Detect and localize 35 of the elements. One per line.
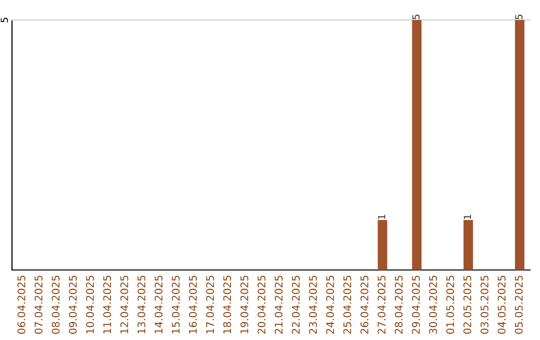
x-tick-label: 04.05.2025 (498, 276, 506, 334)
data-label: 1 (378, 214, 386, 219)
x-tick-label: 02.05.2025 (463, 276, 472, 334)
x-tick-label: 06.04.2025 (17, 276, 26, 334)
x-tick-label: 13.04.2025 (138, 276, 146, 334)
x-tick-label: 15.04.2025 (172, 276, 180, 334)
x-tick-label: 17.04.2025 (206, 276, 214, 334)
x-tick-label: 10.04.2025 (86, 276, 94, 334)
x-tick-label: 27.04.2025 (378, 276, 386, 334)
x-tick-label: 25.04.2025 (343, 276, 352, 334)
data-label: 5 (412, 14, 420, 20)
x-tick-label: 23.04.2025 (309, 276, 317, 334)
x-tick-label: 26.04.2025 (360, 276, 368, 334)
x-tick-label: 20.04.2025 (258, 276, 266, 334)
x-tick-label: 19.04.2025 (240, 276, 248, 334)
x-tick-label: 01.05.2025 (446, 276, 454, 334)
data-label: 5 (515, 14, 523, 20)
x-tick-label: 22.04.2025 (292, 276, 300, 334)
x-tick-label: 30.04.2025 (429, 276, 437, 334)
x-tick-label: 14.04.2025 (154, 276, 163, 334)
x-tick-label: 05.05.2025 (514, 276, 523, 334)
x-tick-label: 21.04.2025 (274, 276, 283, 334)
x-tick-label: 18.04.2025 (223, 276, 232, 334)
x-tick-label: 03.05.2025 (480, 276, 488, 334)
x-tick-label: 28.04.2025 (394, 276, 403, 334)
text: 5 (0, 18, 8, 22)
x-tick-label: 09.04.2025 (68, 276, 77, 334)
x-tick-label: 11.04.2025 (103, 276, 112, 334)
x-tick-label: 08.04.2025 (52, 276, 60, 334)
x-tick-label: 12.04.2025 (120, 276, 128, 334)
x-tick-label: 24.04.2025 (326, 276, 334, 334)
data-label: 1 (464, 214, 471, 219)
x-tick-label: 07.04.2025 (34, 276, 42, 334)
x-tick-label: 29.04.2025 (412, 276, 420, 334)
x-tick-label: 16.04.2025 (188, 276, 197, 334)
